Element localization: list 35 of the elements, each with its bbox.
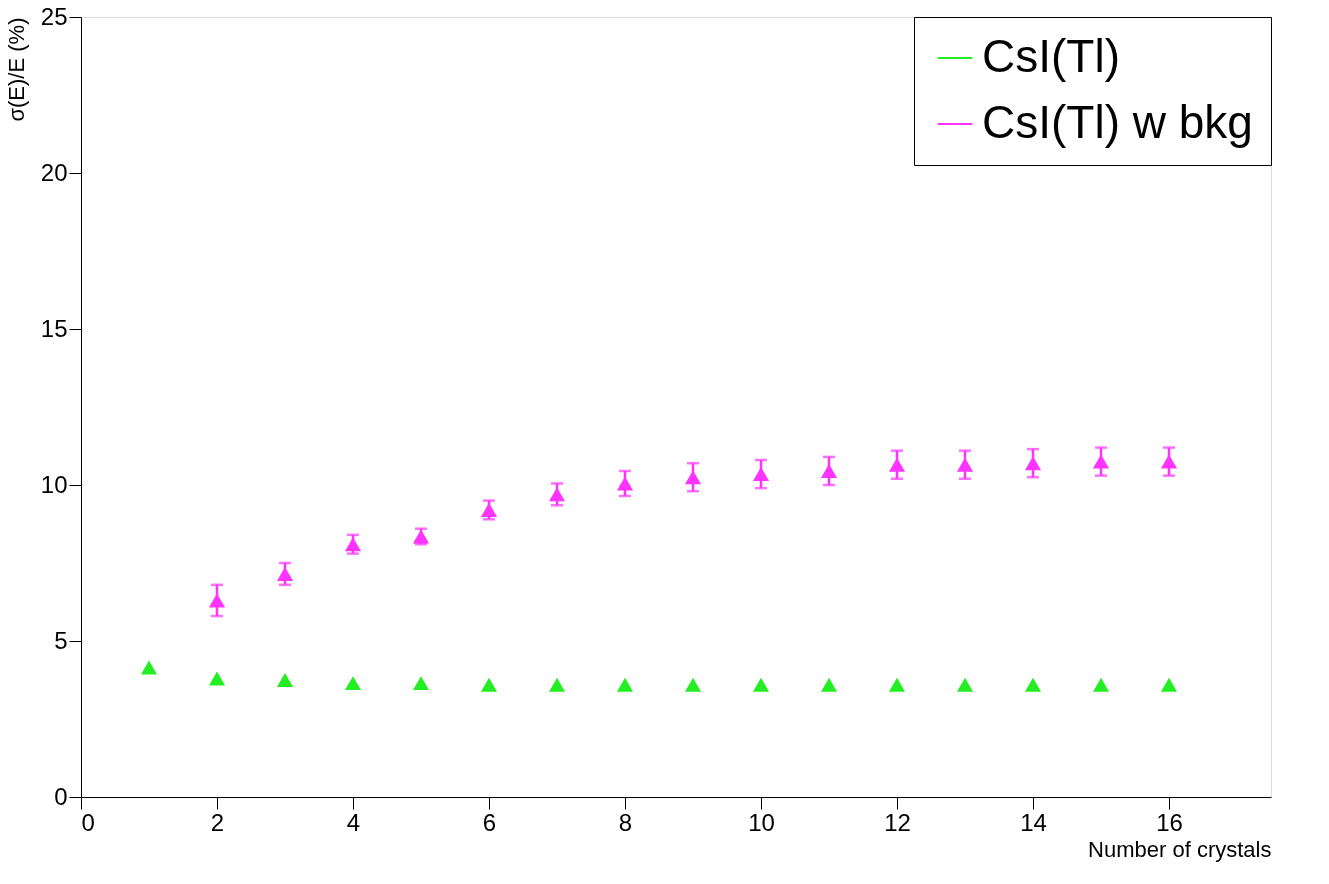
y-tick-label: 5 bbox=[54, 626, 68, 654]
point bbox=[344, 676, 362, 691]
x-tick-label: 16 bbox=[1156, 808, 1183, 836]
x-tick-label: 2 bbox=[210, 808, 225, 836]
point bbox=[276, 673, 294, 687]
point bbox=[1024, 677, 1042, 692]
legend-label: CsI(Tl) w bkg bbox=[982, 96, 1253, 148]
x-tick-label: 0 bbox=[81, 808, 95, 836]
y-axis-title: σ(E)/E (%) bbox=[3, 17, 29, 122]
point bbox=[684, 677, 702, 692]
point bbox=[752, 677, 770, 692]
y-tick-label: 25 bbox=[40, 2, 68, 30]
point bbox=[616, 677, 634, 692]
x-tick-label: 14 bbox=[1020, 808, 1047, 836]
x-axis-title: Number of crystals bbox=[1088, 836, 1272, 862]
point bbox=[548, 677, 566, 692]
point bbox=[140, 660, 158, 675]
y-tick-label: 20 bbox=[40, 158, 68, 186]
y-tick-label: 10 bbox=[40, 470, 68, 498]
x-tick-label: 4 bbox=[346, 808, 361, 836]
x-tick-label: 12 bbox=[884, 808, 911, 836]
y-tick-label: 15 bbox=[40, 314, 68, 342]
x-tick-label: 6 bbox=[482, 808, 497, 836]
y-tick-label: 0 bbox=[54, 782, 68, 810]
point bbox=[956, 677, 974, 692]
point bbox=[1092, 677, 1110, 692]
x-tick-label: 8 bbox=[618, 808, 633, 836]
point bbox=[888, 677, 906, 692]
point bbox=[820, 677, 838, 692]
x-tick-label: 10 bbox=[748, 808, 775, 836]
point bbox=[208, 671, 226, 686]
point bbox=[1160, 677, 1178, 692]
legend-label: CsI(Tl) bbox=[982, 30, 1120, 82]
point bbox=[412, 676, 430, 691]
point bbox=[480, 677, 498, 692]
